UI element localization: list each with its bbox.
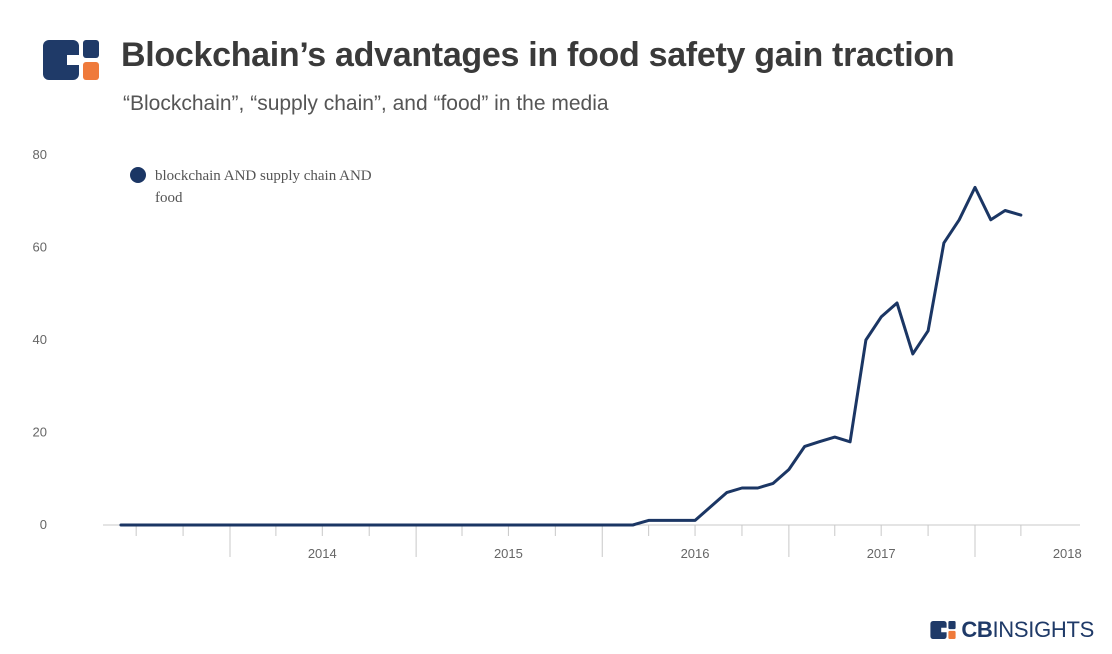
y-tick-label: 60 [33, 240, 47, 255]
legend-marker [130, 167, 146, 183]
chart-subtitle: “Blockchain”, “supply chain”, and “food”… [123, 92, 609, 115]
cb-insights-small-logo-icon [930, 621, 956, 639]
chart-title: Blockchain’s advantages in food safety g… [121, 36, 955, 74]
cb-insights-logo-icon [43, 40, 99, 80]
x-tick-label: 2014 [308, 546, 337, 561]
x-tick-label: 2017 [867, 546, 896, 561]
x-tick-label: 2016 [681, 546, 710, 561]
brand-name-rest: INSIGHTS [992, 617, 1095, 642]
brand-name-bold: CB [961, 617, 993, 642]
y-tick-label: 40 [33, 332, 47, 347]
cb-insights-brand: CBINSIGHTS [930, 617, 1094, 643]
y-tick-label: 20 [33, 425, 47, 440]
line-chart: 0 20 40 60 80 2014 2015 2016 2017 2018 blockchain … [33, 147, 1082, 561]
brand-wordmark: CBINSIGHTS [961, 617, 1094, 643]
y-tick-label: 0 [40, 517, 47, 532]
x-tick-label: 2015 [494, 546, 523, 561]
x-tick-label: 2018 [1053, 546, 1082, 561]
legend-label: blockchain AND supply chain AND food [155, 168, 372, 206]
series-line [119, 185, 1023, 527]
y-tick-label: 80 [33, 147, 47, 162]
